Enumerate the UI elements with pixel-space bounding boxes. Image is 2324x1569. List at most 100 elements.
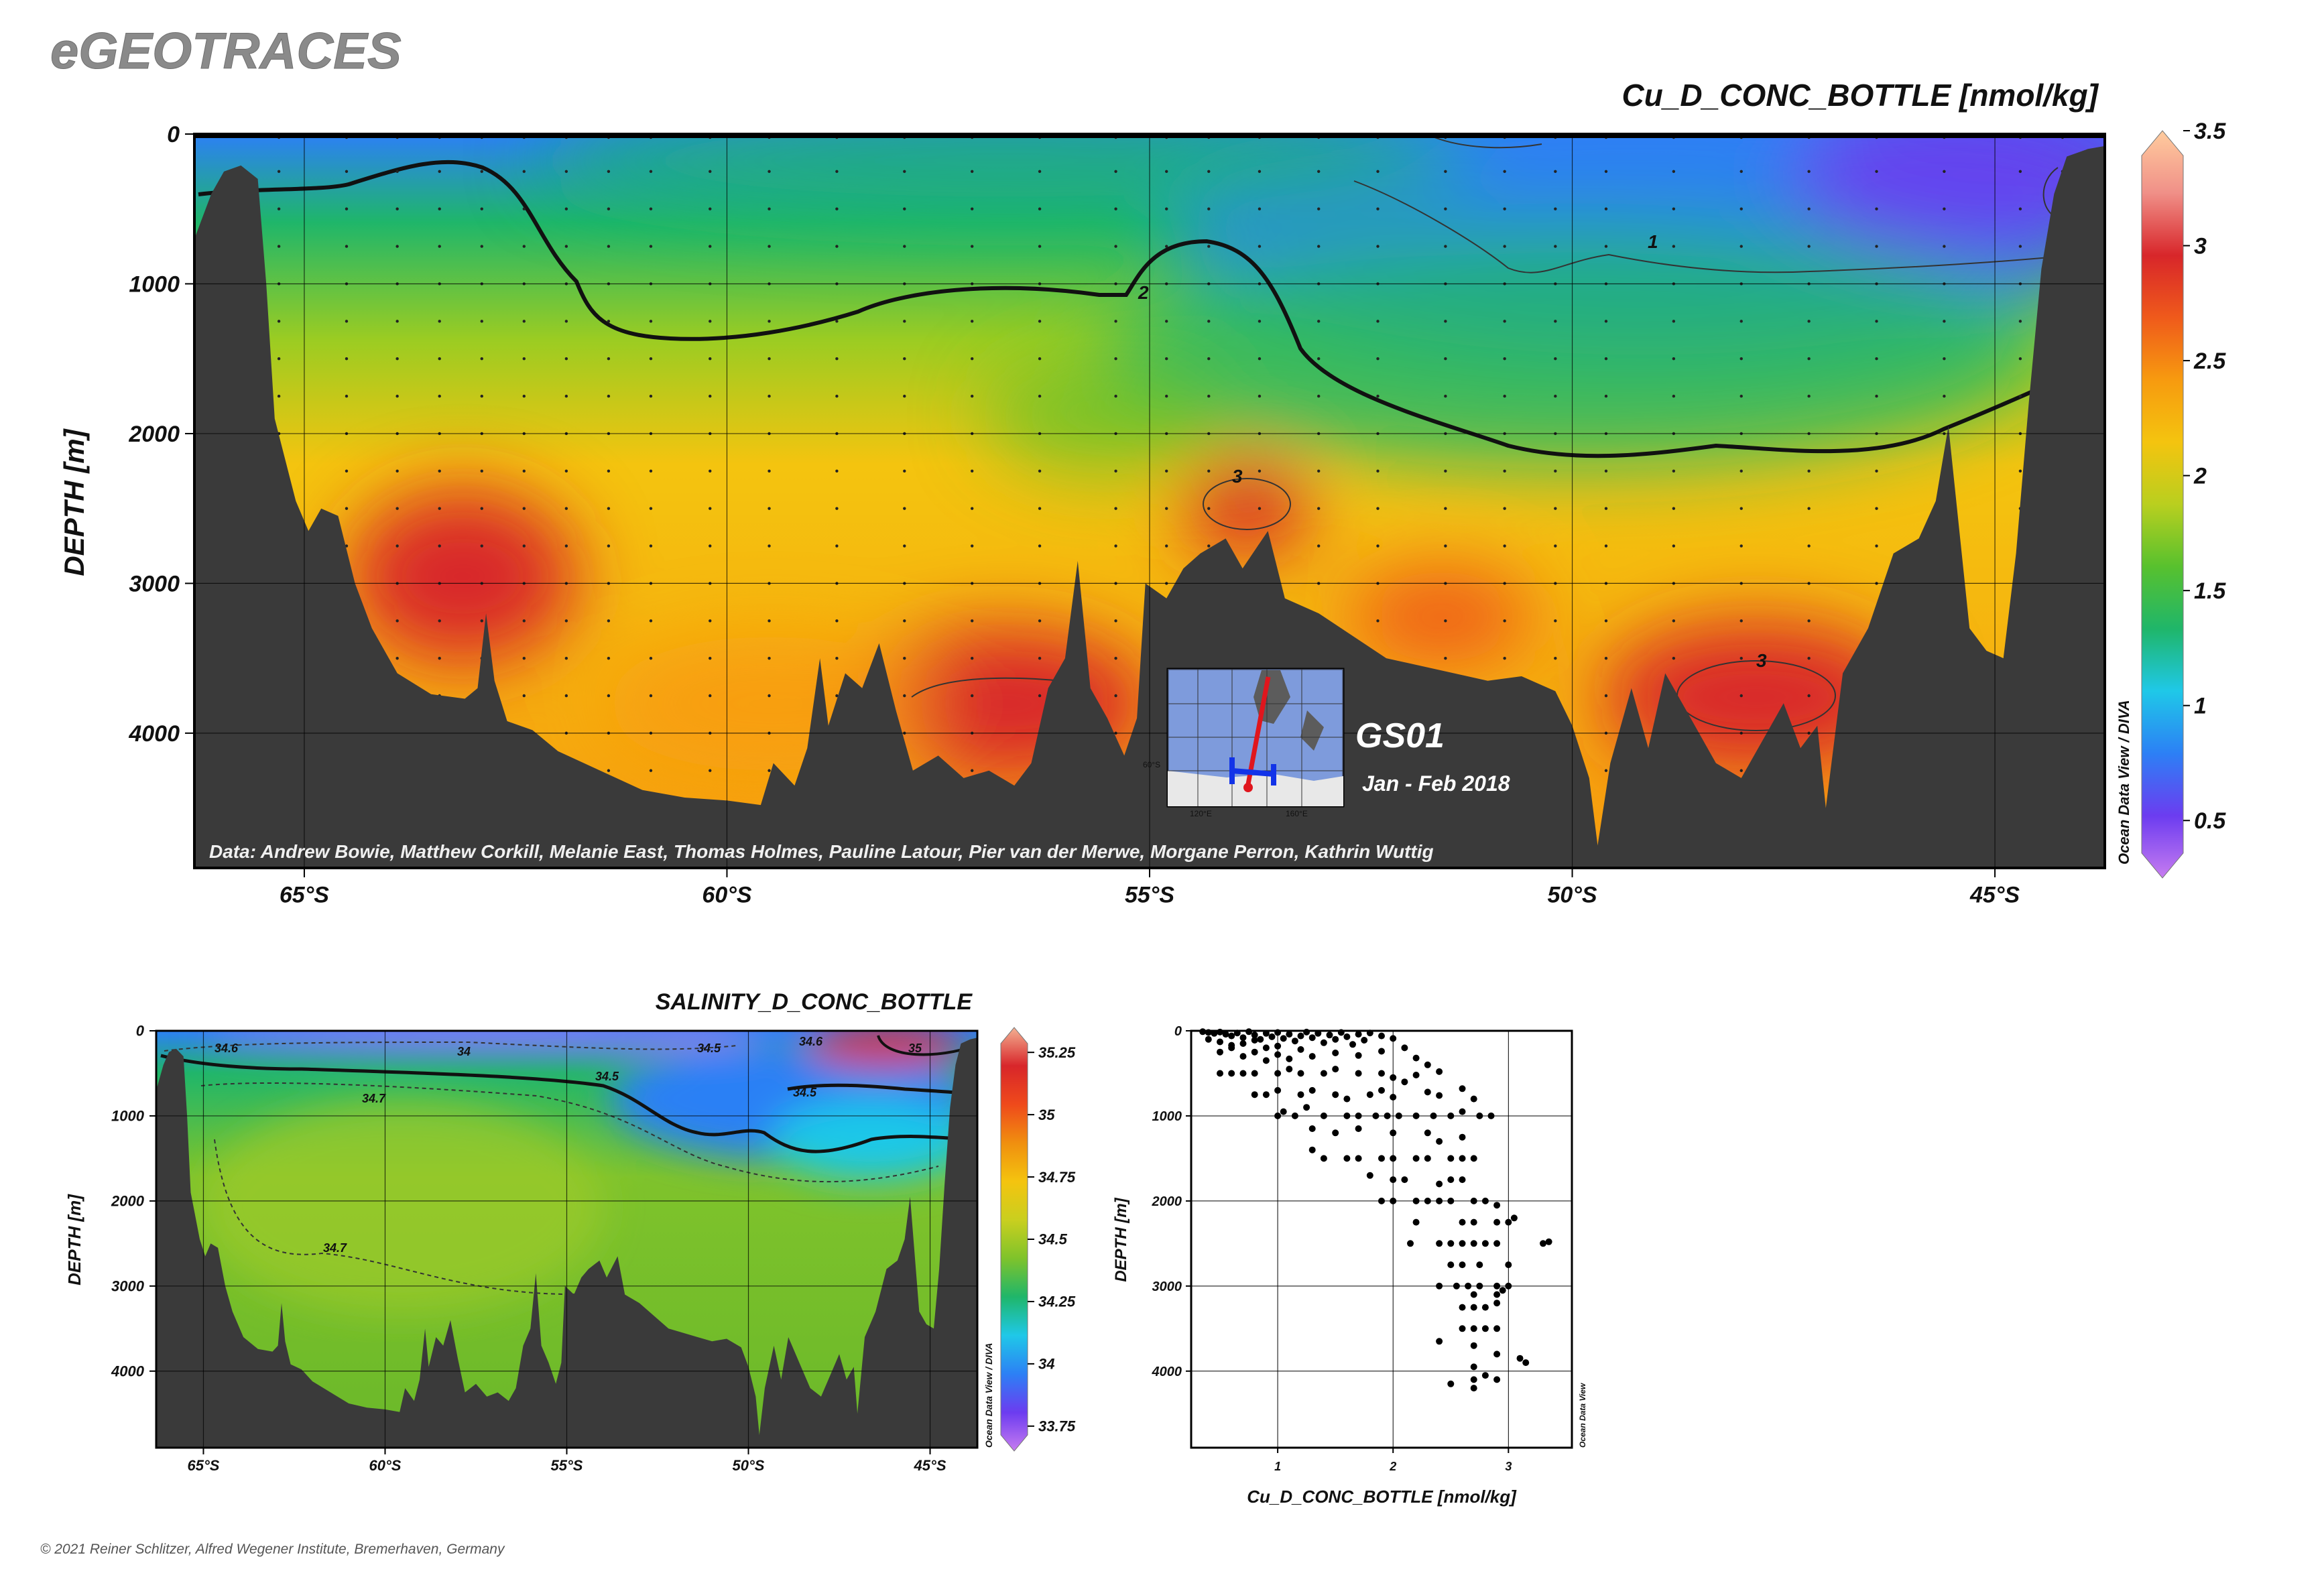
station-sample xyxy=(768,207,771,210)
data-point xyxy=(1262,1091,1270,1099)
station-sample xyxy=(1376,544,1380,548)
data-point xyxy=(1343,1095,1351,1103)
station-sample xyxy=(438,170,441,174)
station-sample xyxy=(1739,469,1743,473)
data-point xyxy=(1378,1086,1385,1094)
station-sample xyxy=(1258,357,1262,361)
station-sample xyxy=(1165,394,1168,398)
station-sample xyxy=(835,394,839,398)
station-sample xyxy=(564,619,568,623)
station-sample xyxy=(1503,656,1506,660)
data-point xyxy=(1343,1155,1351,1162)
station-sample xyxy=(1554,619,1557,623)
data-point xyxy=(1459,1155,1466,1162)
station-sample xyxy=(1604,544,1608,548)
station-sample xyxy=(1554,544,1557,548)
station-sample xyxy=(438,320,441,323)
data-point xyxy=(1465,1282,1472,1290)
station-sample xyxy=(1604,656,1608,660)
station-sample xyxy=(970,357,974,361)
station-sample xyxy=(1207,245,1211,248)
data-point xyxy=(1447,1240,1455,1247)
station-sample xyxy=(1207,469,1211,473)
data-point xyxy=(1251,1037,1258,1044)
station-sample xyxy=(1258,207,1262,210)
station-sample xyxy=(607,656,611,660)
station-sample xyxy=(1258,469,1262,473)
station-sample xyxy=(903,357,906,361)
sal-contour-label-5: 34.6 xyxy=(799,1035,823,1048)
station-sample xyxy=(768,245,771,248)
x-tick-label: 60°S xyxy=(369,1457,402,1474)
station-sample xyxy=(345,170,349,174)
station-sample xyxy=(1038,394,1042,398)
data-point xyxy=(1436,1068,1443,1075)
station-sample xyxy=(1165,357,1168,361)
station-sample xyxy=(1444,507,1447,510)
data-point xyxy=(1199,1028,1207,1035)
colorbar-tick-label: 2.5 xyxy=(2193,349,2226,374)
station-sample xyxy=(649,469,653,473)
station-sample xyxy=(1503,544,1506,548)
data-point xyxy=(1291,1038,1298,1045)
station-sample xyxy=(649,507,653,510)
data-point xyxy=(1493,1300,1501,1307)
station-sample xyxy=(835,207,839,210)
station-sample xyxy=(395,469,399,473)
data-point xyxy=(1407,1240,1414,1247)
data-point xyxy=(1378,1070,1385,1077)
station-sample xyxy=(1739,619,1743,623)
sal-y-axis-label: DEPTH [m] xyxy=(64,1194,84,1285)
colorbar-tick-label: 34.5 xyxy=(1038,1231,1068,1248)
station-sample xyxy=(607,769,611,772)
station-sample xyxy=(768,170,771,174)
station-sample xyxy=(903,245,906,248)
station-sample xyxy=(1444,170,1447,174)
station-sample xyxy=(1875,544,1878,548)
station-sample xyxy=(607,694,611,698)
station-sample xyxy=(522,544,526,548)
station-sample xyxy=(1114,469,1117,473)
station-sample xyxy=(1444,207,1447,210)
x-tick-label: 65°S xyxy=(280,882,329,907)
station-sample xyxy=(1672,357,1676,361)
station-sample xyxy=(1207,394,1211,398)
station-sample xyxy=(903,544,906,548)
station-sample xyxy=(970,544,974,548)
data-point xyxy=(1481,1197,1489,1204)
station-sample xyxy=(438,507,441,510)
station-sample xyxy=(1317,544,1321,548)
data-point xyxy=(1308,1086,1316,1094)
station-sample xyxy=(2018,469,2022,473)
station-sample xyxy=(1739,694,1743,698)
station-sample xyxy=(649,245,653,248)
station-sample xyxy=(1604,357,1608,361)
cu-profile-panel: 1 2 3 0 1000 2000 3000 4000 Cu_D_CONC_BOTTLE [n… xyxy=(1112,1024,1587,1507)
station-sample xyxy=(522,694,526,698)
data-point xyxy=(1522,1359,1530,1367)
station-sample xyxy=(970,170,974,174)
sal-contour-label-6: 35 xyxy=(908,1042,922,1055)
station-sample xyxy=(1038,656,1042,660)
data-point xyxy=(1470,1218,1477,1226)
station-sample xyxy=(649,769,653,772)
station-sample xyxy=(768,394,771,398)
data-point xyxy=(1412,1155,1420,1162)
data-point xyxy=(1412,1197,1420,1204)
station-sample xyxy=(1604,469,1608,473)
data-point xyxy=(1493,1351,1501,1358)
data-point xyxy=(1274,1029,1282,1036)
station-sample xyxy=(1672,320,1676,323)
station-sample xyxy=(768,469,771,473)
station-sample xyxy=(480,245,483,248)
station-sample xyxy=(345,394,349,398)
cruise-dates: Jan - Feb 2018 xyxy=(1362,771,1510,796)
station-sample xyxy=(1604,507,1608,510)
station-sample xyxy=(607,544,611,548)
station-sample xyxy=(649,619,653,623)
copyright-note: © 2021 Reiner Schlitzer, Alfred Wegener … xyxy=(40,1542,505,1557)
station-sample xyxy=(1114,394,1117,398)
station-sample xyxy=(607,245,611,248)
data-point xyxy=(1366,1172,1373,1179)
station-sample xyxy=(768,656,771,660)
